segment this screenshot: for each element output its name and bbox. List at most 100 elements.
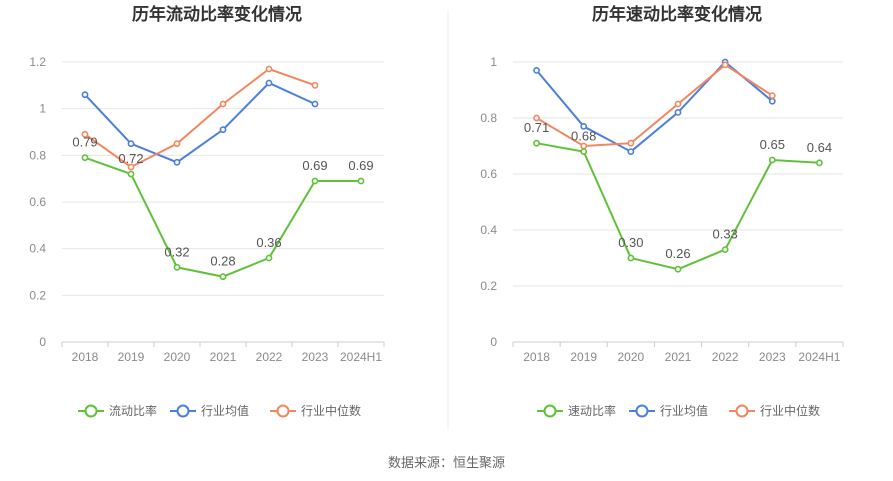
x-tick-label: 2020 [618,350,645,364]
industry_avg-point [768,97,776,105]
legend-label: 行业均值 [201,403,249,418]
legend-label: 行业中位数 [760,403,820,418]
x-tick-label: 2019 [570,350,597,364]
industry-avg-legend-icon-marker [635,404,649,418]
industry_avg-point [627,148,635,155]
x-tick-label: 2023 [302,350,329,364]
industry_median-point [768,92,776,99]
industry_median-point [533,114,540,122]
industry_avg-point [311,100,319,108]
x-tick-label: 2019 [118,350,145,364]
y-tick-label: 0.2 [480,279,497,293]
chart-title: 历年流动比率变化情况 [132,4,302,24]
y-tick-label: 1 [490,55,497,69]
industry_median-point [219,100,227,108]
data-label: 0.33 [712,227,737,242]
company-legend-icon-marker [543,404,557,418]
industry_avg-point [265,79,273,87]
chart-panel-1: 历年流动比率变化情况 0 0.2 0.4 0.6 0.8 1 1.2 2018 2019 2020 2… [29,4,385,418]
x-tick-label: 2024H1 [340,350,382,364]
industry_avg-point [219,126,227,134]
x-tick-label: 2018 [523,350,550,364]
industry_avg-point [674,109,682,116]
industry_median-line [536,63,773,148]
company-point [580,148,588,155]
x-tick-label: 2024H1 [798,350,840,364]
company-point [721,246,729,253]
y-tick-label: 0.6 [29,195,46,209]
industry_avg-point [580,123,588,130]
x-tick-label: 2023 [759,350,786,364]
industry_median-point [627,139,635,147]
legend-item: 行业均值 [170,403,249,418]
company-point [127,170,135,178]
industry_median-point [580,142,588,150]
x-tick-label: 2022 [256,350,283,364]
industry_median-point [311,81,319,89]
data-source-note: 数据来源：恒生聚源 [387,455,505,470]
data-label: 0.36 [256,235,281,250]
industry_median-point [173,140,181,148]
industry_median-line [84,67,316,169]
data-label: 0.69 [302,158,327,173]
company-point [674,265,682,273]
industry-median-legend-icon-marker [735,404,749,418]
data-label: 0.71 [524,120,549,135]
company-point [265,254,273,262]
industry_median-point [81,130,89,138]
x-tick-label: 2021 [665,350,692,364]
company-legend-icon-marker [84,404,98,418]
y-tick-label: 1.2 [29,55,46,69]
y-tick-label: 0.8 [29,148,46,162]
legend-item: 行业中位数 [270,403,361,418]
company-point [533,139,540,147]
industry_avg-point [127,140,135,148]
industry_avg-point [533,67,540,74]
legend-item: 流动比率 [78,403,157,418]
data-label: 0.26 [665,246,690,261]
company-point [311,177,319,185]
company-point [81,154,89,162]
y-tick-label: 1 [39,102,46,116]
y-tick-label: 0.4 [480,223,497,237]
data-label: 0.64 [807,140,832,155]
industry-avg-legend-icon-marker [176,404,190,418]
company-point [627,254,635,262]
y-tick-label: 0.4 [29,242,46,256]
legend-label: 行业均值 [660,403,708,418]
data-label: 0.68 [571,129,596,144]
legend-item: 行业均值 [629,403,708,418]
chart-title: 历年速动比率变化情况 [592,4,762,24]
company-point [768,156,776,164]
data-label: 0.30 [618,235,643,250]
data-label: 0.65 [760,137,785,152]
industry_avg-line [84,81,316,164]
industry-median-legend-icon-marker [276,404,290,418]
y-tick-label: 0.6 [480,167,497,181]
x-tick-label: 2020 [164,350,191,364]
industry_median-point [674,100,682,108]
industry_avg-line [535,60,773,153]
data-label: 0.32 [164,244,189,259]
data-label: 0.28 [210,254,235,269]
company-point [816,159,823,167]
x-tick-label: 2022 [712,350,739,364]
legend-label: 流动比率 [109,403,157,418]
data-label: 0.72 [118,151,143,166]
industry_avg-point [173,158,181,166]
y-tick-label: 0.8 [480,111,497,125]
chart-panel-2: 历年速动比率变化情况 0 0.2 0.4 0.6 0.8 1 2018 2019 2020 2021… [480,4,844,418]
industry_avg-point [81,91,89,99]
legend-label: 速动比率 [568,403,616,418]
company-point [357,177,365,185]
y-tick-label: 0 [490,335,497,349]
y-tick-label: 0.2 [29,288,46,302]
y-tick-label: 0 [39,335,46,349]
company-point [219,273,227,281]
data-label: 0.79 [72,135,97,150]
legend-item: 速动比率 [537,403,616,418]
data-label: 0.69 [348,158,373,173]
industry_median-point [127,163,135,171]
legend-label: 行业中位数 [301,403,361,418]
